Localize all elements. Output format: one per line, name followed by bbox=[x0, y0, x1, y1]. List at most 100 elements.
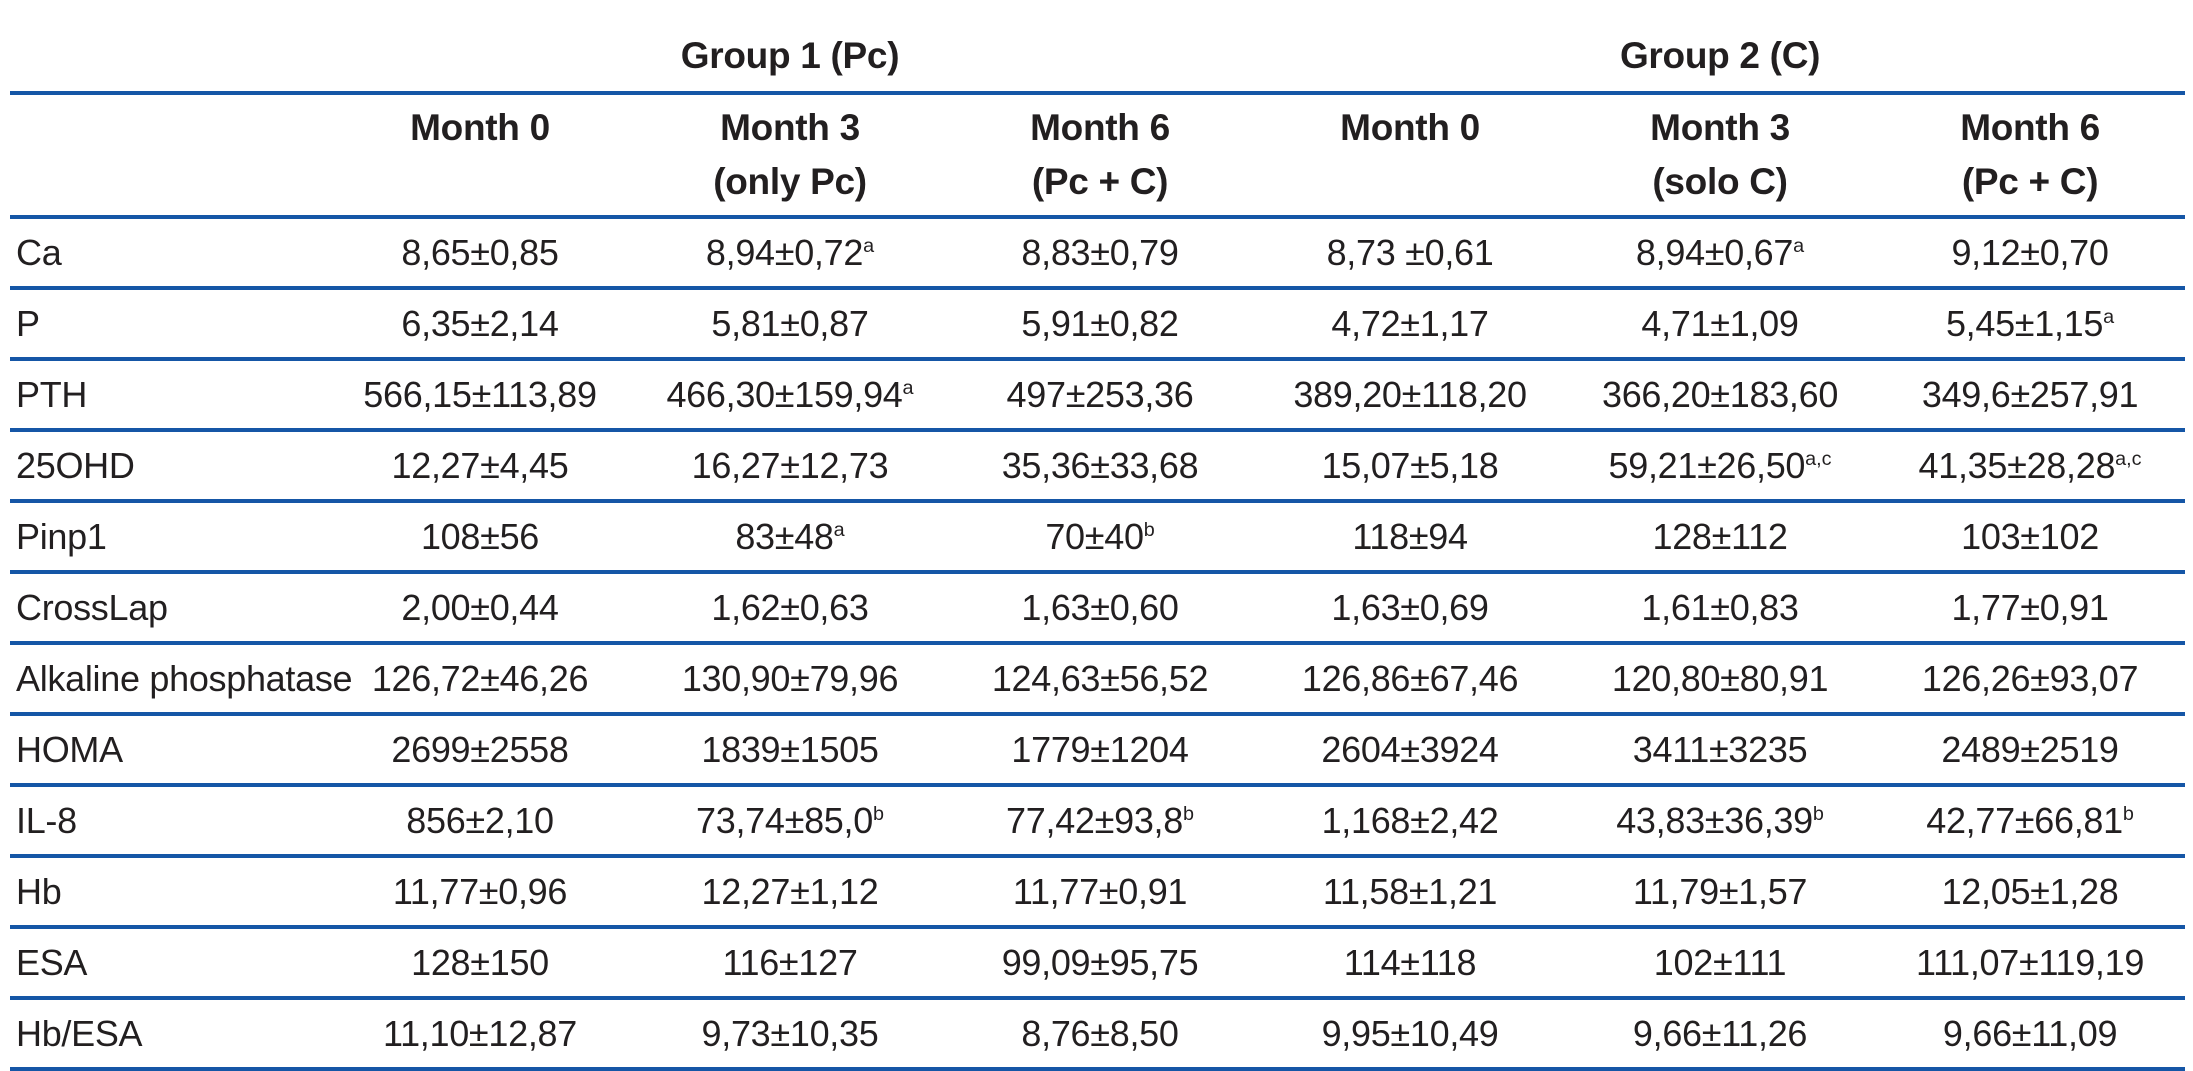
significance-superscript: b bbox=[1143, 518, 1155, 541]
value-cell: 5,45±1,15a bbox=[1875, 288, 2186, 361]
value-cell: 9,66±11,26 bbox=[1565, 998, 1876, 1071]
significance-superscript: b bbox=[2122, 802, 2134, 825]
value-cell: 9,73±10,35 bbox=[635, 998, 945, 1071]
col-header-line2 bbox=[325, 161, 635, 201]
value-cell: 5,91±0,82 bbox=[945, 288, 1256, 361]
value-cell: 12,27±1,12 bbox=[635, 856, 945, 929]
col-header-line2: (only Pc) bbox=[713, 161, 867, 202]
row-label: HOMA bbox=[10, 714, 325, 787]
value-cell: 5,81±0,87 bbox=[635, 288, 945, 361]
value-cell: 111,07±119,19 bbox=[1875, 927, 2186, 1000]
value-cell: 130,90±79,96 bbox=[635, 643, 945, 716]
value-cell: 1,61±0,83 bbox=[1565, 572, 1876, 645]
row-label: Hb bbox=[10, 856, 325, 929]
significance-superscript: b bbox=[872, 802, 884, 825]
value-cell: 83±48a bbox=[635, 501, 945, 574]
table-row: Hb/ESA 11,10±12,87 9,73±10,35 8,76±8,50 9,95… bbox=[10, 998, 2186, 1071]
value-cell: 497±253,36 bbox=[945, 359, 1256, 432]
col-header-g2-month6: Month 6 (Pc + C) bbox=[1875, 93, 2186, 219]
value-cell: 2699±2558 bbox=[325, 714, 635, 787]
col-header-g1-month0: Month 0 bbox=[325, 93, 635, 219]
significance-superscript: a bbox=[902, 376, 914, 399]
value-cell: 4,71±1,09 bbox=[1565, 288, 1876, 361]
table-row: ESA 128±150 116±127 99,09±95,75 114±118 102±1… bbox=[10, 927, 2186, 1000]
value-cell: 3411±3235 bbox=[1565, 714, 1876, 787]
row-label: P bbox=[10, 288, 325, 361]
table-body: Ca 8,65±0,85 8,94±0,72a 8,83±0,79 8,73 ±0,61… bbox=[10, 217, 2186, 1071]
row-label: IL-8 bbox=[10, 785, 325, 858]
value-cell: 349,6±257,91 bbox=[1875, 359, 2186, 432]
value-cell: 128±150 bbox=[325, 927, 635, 1000]
row-label: Pinp1 bbox=[10, 501, 325, 574]
col-header-line1: Month 6 bbox=[1030, 107, 1170, 148]
value-cell: 9,12±0,70 bbox=[1875, 217, 2186, 290]
table-row: IL-8 856±2,10 73,74±85,0b 77,42±93,8b 1,168±… bbox=[10, 785, 2186, 858]
value-cell: 15,07±5,18 bbox=[1255, 430, 1566, 503]
table-row: Pinp1 108±56 83±48a 70±40b 118±94 128±112 103±… bbox=[10, 501, 2186, 574]
value-cell: 99,09±95,75 bbox=[945, 927, 1256, 1000]
col-header-line1: Month 3 bbox=[1650, 107, 1790, 148]
empty-label-cell bbox=[10, 93, 325, 219]
table-row: 25OHD 12,27±4,45 16,27±12,73 35,36±33,68 15,… bbox=[10, 430, 2186, 503]
value-cell: 1,63±0,69 bbox=[1255, 572, 1566, 645]
col-header-line2: (Pc + C) bbox=[1961, 161, 2099, 202]
table-header: Group 1 (Pc) Group 2 (C) Month 0 Month 3… bbox=[10, 0, 2186, 219]
table-row: Ca 8,65±0,85 8,94±0,72a 8,83±0,79 8,73 ±0,61… bbox=[10, 217, 2186, 290]
significance-superscript: a bbox=[833, 518, 845, 541]
value-cell: 856±2,10 bbox=[325, 785, 635, 858]
value-cell: 35,36±33,68 bbox=[945, 430, 1256, 503]
value-cell: 43,83±36,39b bbox=[1565, 785, 1876, 858]
col-header-g1-month3: Month 3 (only Pc) bbox=[635, 93, 945, 219]
group-1-header: Group 1 (Pc) bbox=[325, 0, 1256, 95]
row-label: 25OHD bbox=[10, 430, 325, 503]
col-header-line1: Month 6 bbox=[1960, 107, 2100, 148]
group-2-header: Group 2 (C) bbox=[1255, 0, 2186, 95]
value-cell: 126,72±46,26 bbox=[325, 643, 635, 716]
value-cell: 11,77±0,91 bbox=[945, 856, 1256, 929]
table-row: HOMA 2699±2558 1839±1505 1779±1204 2604±3924… bbox=[10, 714, 2186, 787]
value-cell: 124,63±56,52 bbox=[945, 643, 1256, 716]
row-label: Alkaline phosphatase bbox=[10, 643, 353, 716]
value-cell: 366,20±183,60 bbox=[1565, 359, 1876, 432]
value-cell: 9,95±10,49 bbox=[1255, 998, 1566, 1071]
value-cell: 1,168±2,42 bbox=[1255, 785, 1566, 858]
value-cell: 11,79±1,57 bbox=[1565, 856, 1876, 929]
row-label: ESA bbox=[10, 927, 325, 1000]
value-cell: 120,80±80,91 bbox=[1565, 643, 1876, 716]
value-cell: 8,83±0,79 bbox=[945, 217, 1256, 290]
value-cell: 389,20±118,20 bbox=[1255, 359, 1566, 432]
value-cell: 2,00±0,44 bbox=[325, 572, 635, 645]
group-header-row: Group 1 (Pc) Group 2 (C) bbox=[10, 0, 2186, 95]
value-cell: 1839±1505 bbox=[635, 714, 945, 787]
significance-superscript: a bbox=[2103, 305, 2115, 328]
col-header-line2: (solo C) bbox=[1652, 161, 1788, 202]
value-cell: 4,72±1,17 bbox=[1255, 288, 1566, 361]
value-cell: 6,35±2,14 bbox=[325, 288, 635, 361]
value-cell: 11,77±0,96 bbox=[325, 856, 635, 929]
value-cell: 12,05±1,28 bbox=[1875, 856, 2186, 929]
value-cell: 126,26±93,07 bbox=[1875, 643, 2186, 716]
row-label: CrossLap bbox=[10, 572, 325, 645]
significance-superscript: a bbox=[863, 234, 875, 257]
value-cell: 1,63±0,60 bbox=[945, 572, 1256, 645]
value-cell: 59,21±26,50a,c bbox=[1565, 430, 1876, 503]
value-cell: 2489±2519 bbox=[1875, 714, 2186, 787]
row-label: PTH bbox=[10, 359, 325, 432]
value-cell: 118±94 bbox=[1255, 501, 1566, 574]
month-header-row: Month 0 Month 3 (only Pc) Month 6 (Pc + … bbox=[10, 93, 2186, 219]
value-cell: 8,65±0,85 bbox=[325, 217, 635, 290]
value-cell: 11,58±1,21 bbox=[1255, 856, 1566, 929]
results-table-wrapper: Group 1 (Pc) Group 2 (C) Month 0 Month 3… bbox=[10, 0, 2186, 1071]
col-header-g2-month0: Month 0 bbox=[1255, 93, 1566, 219]
value-cell: 1,77±0,91 bbox=[1875, 572, 2186, 645]
significance-superscript: b bbox=[1182, 802, 1194, 825]
col-header-g1-month6: Month 6 (Pc + C) bbox=[945, 93, 1256, 219]
value-cell: 8,73 ±0,61 bbox=[1255, 217, 1566, 290]
table-row: Hb 11,77±0,96 12,27±1,12 11,77±0,91 11,58±1,… bbox=[10, 856, 2186, 929]
value-cell: 70±40b bbox=[945, 501, 1256, 574]
results-table: Group 1 (Pc) Group 2 (C) Month 0 Month 3… bbox=[10, 0, 2186, 1071]
significance-superscript: a,c bbox=[2115, 447, 2142, 470]
significance-superscript: a,c bbox=[1805, 447, 1832, 470]
value-cell: 128±112 bbox=[1565, 501, 1876, 574]
value-cell: 102±111 bbox=[1565, 927, 1876, 1000]
